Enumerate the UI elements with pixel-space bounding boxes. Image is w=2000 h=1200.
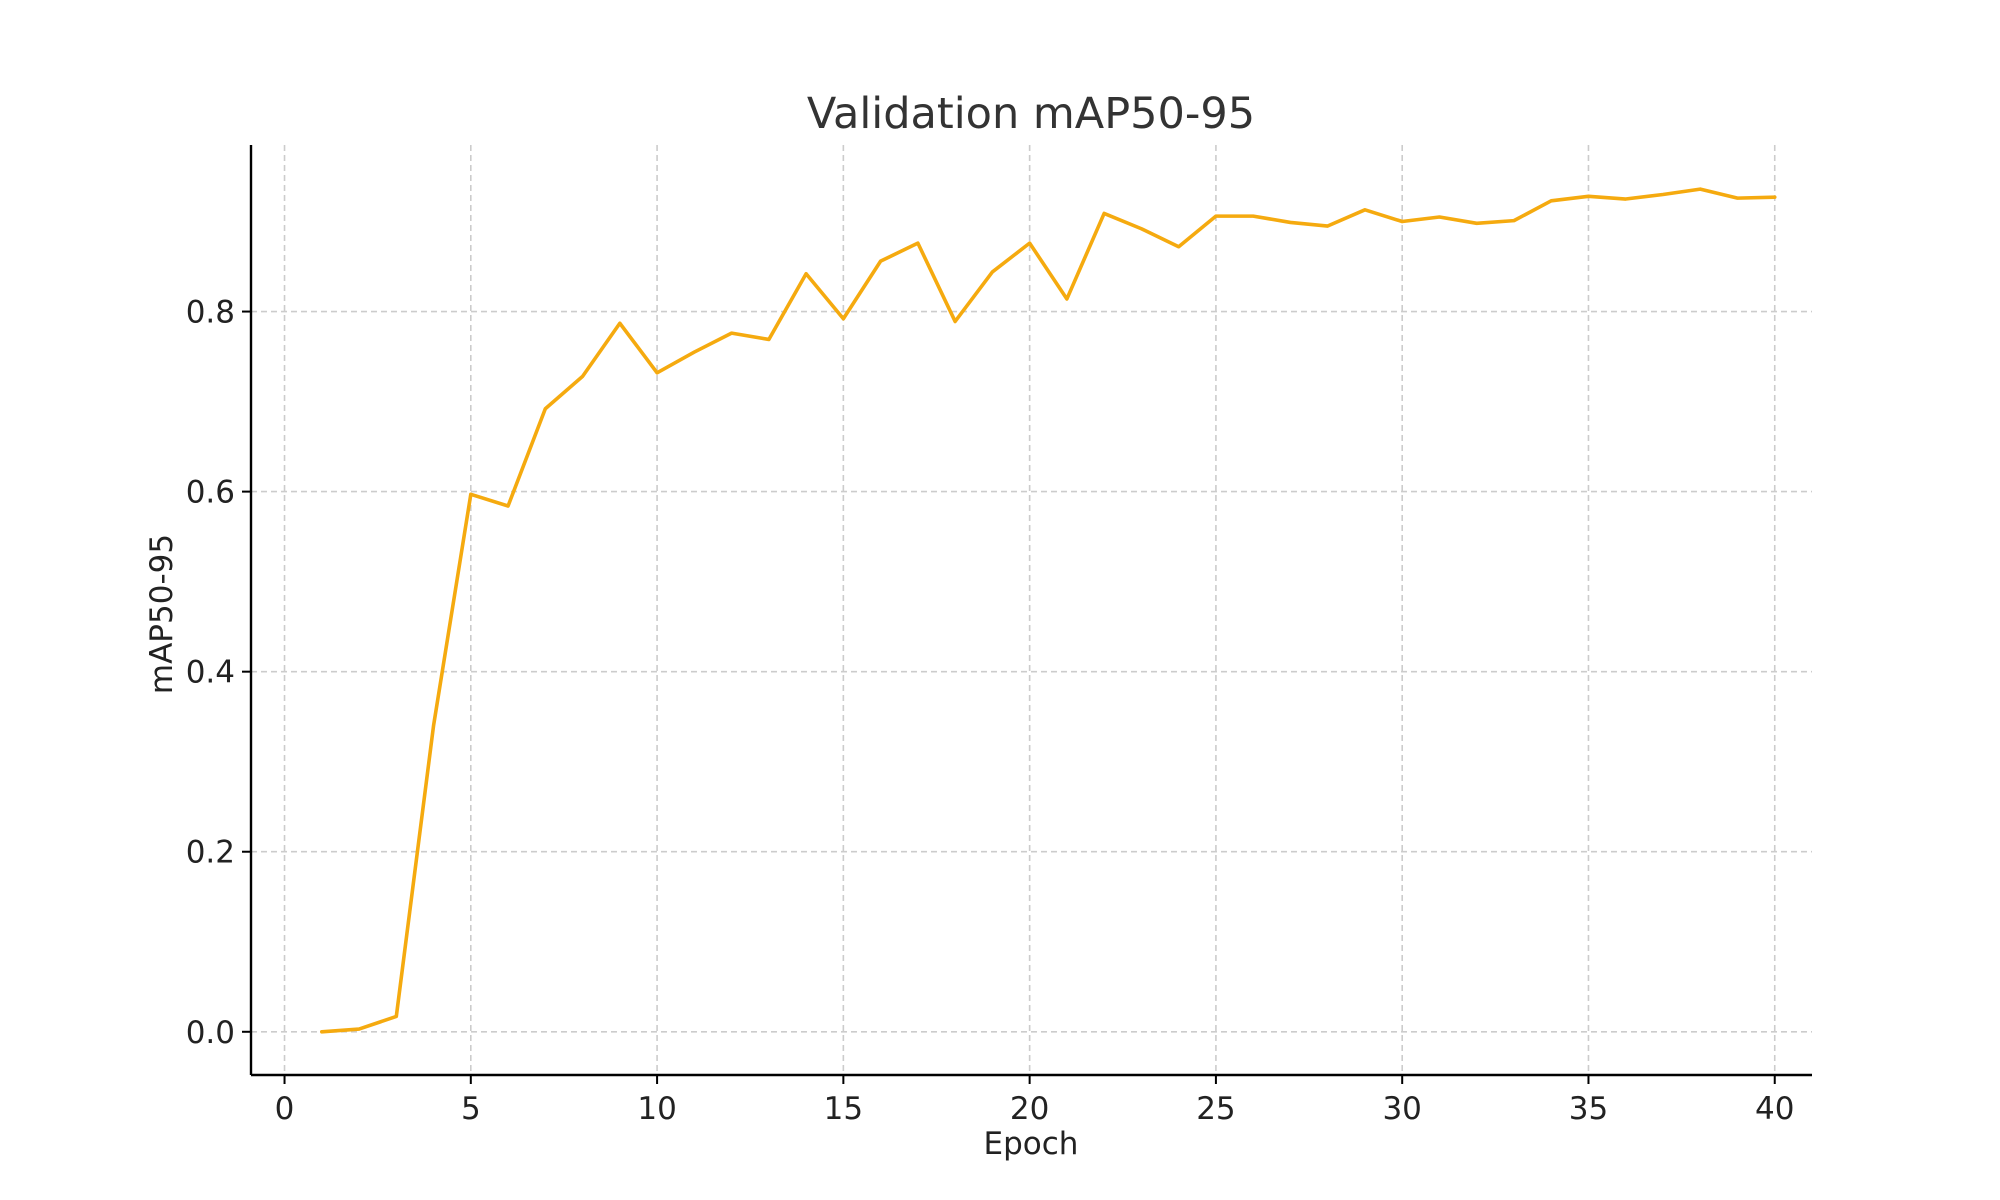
- axes: [249, 145, 1812, 1077]
- series-line: [319, 187, 1777, 1034]
- chart-title: Validation mAP50-95: [807, 89, 1255, 139]
- x-tick-label: 25: [1196, 1091, 1235, 1127]
- y-tick-label: 0.0: [186, 1015, 235, 1051]
- x-tick-label: 40: [1755, 1091, 1794, 1127]
- x-tick-label: 5: [461, 1091, 481, 1127]
- x-tick-label: 30: [1382, 1091, 1421, 1127]
- y-axis-label: mAP50-95: [144, 534, 180, 694]
- y-tick-label: 0.8: [186, 295, 235, 331]
- y-tick-label: 0.6: [186, 475, 235, 511]
- x-tick-label: 0: [275, 1091, 295, 1127]
- x-tick-label: 10: [637, 1091, 676, 1127]
- ticks: 0 5 10 15 20 25 30 35 40 0.0 0.2 0.4 0.6 0.8: [186, 295, 1795, 1127]
- grid: [251, 145, 1812, 1075]
- y-tick-label: 0.4: [186, 655, 235, 691]
- x-tick-label: 15: [824, 1091, 863, 1127]
- x-axis-label: Epoch: [984, 1126, 1079, 1162]
- x-tick-label: 35: [1569, 1091, 1608, 1127]
- plot-area: [319, 187, 1777, 1034]
- y-tick-label: 0.2: [186, 835, 235, 871]
- x-tick-label: 20: [1010, 1091, 1049, 1127]
